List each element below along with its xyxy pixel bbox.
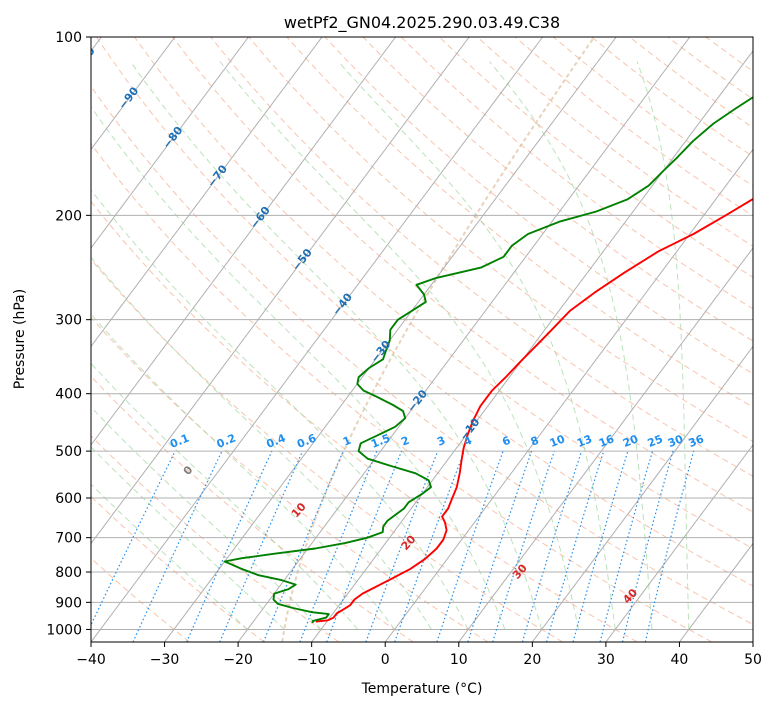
y-axis-title: Pressure (hPa) bbox=[12, 289, 28, 389]
dry-adiabat bbox=[91, 200, 638, 642]
mixing-ratio-label: 3 bbox=[435, 434, 447, 449]
dewpoint-profile bbox=[223, 96, 753, 623]
y-tick-label: 500 bbox=[55, 444, 82, 460]
x-tick-label: −30 bbox=[150, 652, 180, 668]
mixing-ratio-line bbox=[436, 450, 504, 642]
dry-adiabat bbox=[91, 375, 414, 642]
dry-adiabat bbox=[91, 258, 563, 642]
temperature-profile bbox=[315, 197, 753, 623]
mixing-ratio-line bbox=[521, 450, 583, 642]
x-tick-label: −20 bbox=[223, 652, 253, 668]
mixing-ratio-label: 25 bbox=[646, 432, 665, 450]
mixing-ratio-line bbox=[394, 450, 465, 642]
isotherm-line bbox=[91, 37, 544, 642]
moist-adiabat bbox=[91, 189, 469, 630]
mixing-ratio-label: 8 bbox=[529, 434, 541, 449]
background-lines bbox=[91, 37, 753, 642]
dry-adiabat bbox=[248, 37, 753, 442]
moist-adiabat bbox=[91, 256, 432, 630]
moist-adiabat bbox=[636, 61, 690, 630]
dry-adiabat bbox=[134, 37, 753, 550]
mixing-ratio-label: 2 bbox=[399, 434, 411, 449]
mixing-ratio-line bbox=[186, 450, 273, 642]
moist-adiabat bbox=[91, 406, 322, 630]
mixing-ratio-label: 10 bbox=[548, 432, 567, 450]
x-tick-label: −10 bbox=[297, 652, 327, 668]
isotherm-line bbox=[91, 37, 249, 249]
dry-adiabat bbox=[362, 37, 753, 342]
dry-adiabat bbox=[91, 143, 713, 642]
x-tick-label: 30 bbox=[597, 652, 615, 668]
mixing-ratio-line bbox=[572, 450, 629, 642]
mixing-ratio-label: 16 bbox=[597, 432, 616, 450]
x-tick-label: 50 bbox=[744, 652, 762, 668]
mixing-ratio-line bbox=[599, 450, 654, 642]
moist-adiabat bbox=[91, 446, 285, 630]
y-tick-label: 400 bbox=[55, 387, 82, 403]
x-tick-label: 10 bbox=[450, 652, 468, 668]
moist-adiabat bbox=[219, 61, 579, 630]
x-axis-title: Temperature (°C) bbox=[361, 681, 483, 697]
y-tick-label: 700 bbox=[55, 531, 82, 547]
x-axis: −40 −30 −20 −10 0 10 20 30 40 50 bbox=[76, 642, 762, 668]
mixing-ratio-label: 36 bbox=[687, 432, 706, 450]
dry-adiabat bbox=[210, 37, 753, 477]
isotherm-line bbox=[531, 345, 753, 642]
moist-adiabat bbox=[489, 61, 653, 630]
y-tick-label: 300 bbox=[55, 313, 82, 329]
dgz-line bbox=[281, 37, 596, 642]
mixing-ratio-line bbox=[219, 450, 304, 642]
mixing-ratio-line bbox=[546, 450, 605, 642]
mixing-ratio-line bbox=[467, 450, 533, 642]
mixing-ratio-line bbox=[262, 450, 344, 642]
y-axis: 100 200 300 400 500 600 700 800 900 1000 bbox=[46, 30, 91, 638]
isotherm-line bbox=[311, 50, 753, 642]
mixing-ratio-line bbox=[492, 450, 555, 642]
y-tick-label: 200 bbox=[55, 208, 82, 224]
moist-adiabat bbox=[91, 362, 359, 630]
x-tick-label: 40 bbox=[671, 652, 689, 668]
isotherm-line bbox=[458, 247, 753, 642]
y-tick-label: 800 bbox=[55, 565, 82, 581]
mixing-ratio-line bbox=[622, 450, 674, 642]
y-tick-label: 900 bbox=[55, 595, 82, 611]
series-layer bbox=[223, 96, 753, 623]
y-tick-label: 100 bbox=[55, 30, 82, 46]
mixing-ratio-line bbox=[299, 450, 378, 642]
mixing-ratio-line bbox=[326, 450, 403, 642]
isotherm-line bbox=[384, 148, 753, 642]
x-tick-label: 0 bbox=[381, 652, 390, 668]
dry-adiabat bbox=[95, 37, 753, 587]
isotherm-line bbox=[605, 444, 753, 642]
dry-adiabat bbox=[400, 37, 753, 310]
y-tick-label: 600 bbox=[55, 491, 82, 507]
mixing-ratio-line bbox=[644, 450, 695, 642]
mixing-ratio-label: 20 bbox=[621, 432, 640, 450]
x-tick-label: −40 bbox=[76, 652, 106, 668]
dry-adiabat bbox=[172, 37, 753, 513]
plot-frame bbox=[90, 36, 754, 643]
mixing-ratio-line bbox=[365, 450, 439, 642]
moist-adiabat bbox=[337, 61, 616, 630]
mixing-ratio-label: 30 bbox=[666, 432, 685, 450]
x-tick-label: 20 bbox=[523, 652, 541, 668]
y-tick-label: 1000 bbox=[46, 622, 82, 638]
mixing-ratio-label: 13 bbox=[575, 432, 594, 450]
chart-title: wetPf2_GN04.2025.290.03.49.C38 bbox=[284, 13, 560, 33]
isotherm-line bbox=[91, 37, 470, 545]
moist-adiabat bbox=[91, 313, 396, 630]
isotherm-line bbox=[91, 37, 396, 446]
isotherm-line bbox=[91, 37, 176, 151]
moist-adiabat bbox=[130, 61, 543, 630]
mixing-ratio-label: 1 bbox=[341, 434, 353, 449]
dry-adiabat bbox=[91, 85, 753, 625]
isotherm-line bbox=[91, 37, 323, 348]
isotherm-line bbox=[237, 37, 691, 642]
